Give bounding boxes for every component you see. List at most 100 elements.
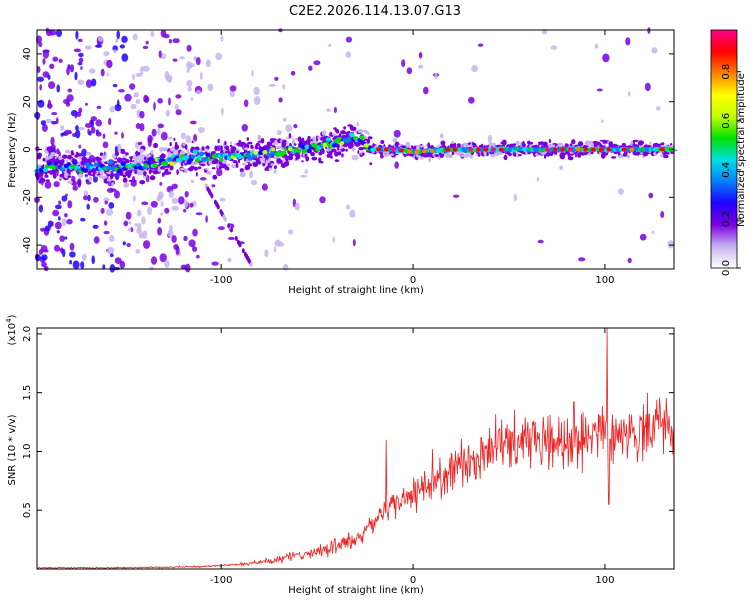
heatmap-ridge-cell (346, 137, 352, 142)
heatmap-ridge-cell (258, 150, 264, 156)
heatmap-noise-cell (282, 263, 289, 271)
heatmap-peak-cell (270, 147, 276, 152)
heatmap-halo-cell (84, 174, 88, 177)
heatmap-halo-cell (529, 141, 534, 145)
heatmap-halo-cell (321, 130, 327, 136)
heatmap-halo-cell (486, 151, 489, 157)
heatmap-halo-cell (42, 157, 46, 162)
heatmap-x-label: Height of straight line (km) (288, 285, 424, 296)
heatmap-halo-cell (369, 162, 373, 166)
heatmap-noise-cell (38, 204, 44, 213)
heatmap-noise-cell (190, 179, 195, 183)
heatmap-noise-cell (137, 141, 143, 146)
heatmap-noise-cell (78, 38, 83, 43)
heatmap-noise-cell (193, 55, 197, 61)
heatmap-noise-cell (168, 190, 174, 198)
heatmap-noise-cell (39, 84, 42, 91)
heatmap-halo-cell (451, 140, 454, 145)
snr-y-tick-label: 0.5 (22, 502, 33, 518)
heatmap-halo-cell (508, 154, 512, 157)
heatmap-peak-cell (483, 147, 489, 152)
heatmap-noise-cell (51, 221, 54, 227)
heatmap-halo-cell (193, 166, 198, 171)
heatmap-halo-cell (331, 148, 337, 153)
heatmap-halo-cell (106, 178, 112, 182)
heatmap-noise-cell (183, 208, 187, 213)
heatmap-noise-cell (288, 229, 293, 235)
heatmap-trace-cell (241, 248, 245, 254)
heatmap-noise-cell (46, 29, 53, 37)
heatmap-halo-cell (257, 134, 262, 141)
heatmap-halo-cell (540, 141, 544, 146)
heatmap-ridge-cell (262, 150, 268, 155)
heatmap-noise-cell (513, 193, 517, 202)
heatmap-halo-cell (277, 159, 283, 164)
heatmap-halo-cell (419, 145, 425, 148)
heatmap-noise-cell (78, 144, 82, 149)
heatmap-noise-cell (114, 190, 120, 199)
heatmap-noise-cell (104, 200, 108, 205)
heatmap-halo-cell (334, 151, 339, 157)
heatmap-halo-cell (205, 168, 209, 171)
heatmap-ridge-cell (192, 149, 198, 154)
heatmap-noise-cell (253, 86, 260, 96)
heatmap-ridge-cell (226, 156, 232, 161)
heatmap-noise-cell (171, 205, 179, 211)
heatmap-noise-cell (164, 260, 170, 268)
heatmap-noise-cell (211, 261, 219, 266)
heatmap-x-tick-label: 100 (595, 275, 614, 286)
heatmap-halo-cell (179, 167, 186, 171)
heatmap-panel: -100 0 100 40 20 0 -20 -40 Height of straight l… (7, 27, 677, 296)
heatmap-noise-cell (135, 249, 141, 254)
heatmap-noise-cell (64, 236, 68, 240)
heatmap-noise-cell (38, 42, 43, 47)
heatmap-halo-cell (123, 182, 130, 188)
heatmap-noise-cell (282, 117, 287, 122)
snr-x-tick-label: 100 (595, 575, 614, 586)
heatmap-noise-cell (656, 106, 661, 111)
heatmap-halo-cell (136, 171, 142, 176)
heatmap-halo-cell (169, 165, 174, 171)
heatmap-halo-cell (390, 153, 394, 156)
heatmap-ridge-cell (199, 151, 205, 157)
heatmap-noise-cell (423, 86, 429, 95)
heatmap-halo-cell (336, 143, 340, 149)
heatmap-halo-cell (281, 139, 288, 146)
heatmap-noise-cell (77, 79, 85, 86)
heatmap-halo-cell (36, 155, 41, 160)
heatmap-noise-cell (125, 211, 132, 220)
heatmap-halo-cell (331, 133, 335, 136)
heatmap-halo-cell (232, 160, 238, 164)
heatmap-halo-cell (112, 173, 115, 177)
heatmap-halo-cell (137, 151, 141, 156)
heatmap-noise-cell (135, 99, 141, 104)
heatmap-noise-cell (171, 235, 177, 243)
heatmap-noise-cell (59, 125, 65, 131)
heatmap-halo-cell (72, 179, 75, 183)
heatmap-halo-cell (99, 152, 104, 157)
heatmap-halo-cell (247, 163, 253, 167)
heatmap-halo-cell (305, 156, 310, 162)
heatmap-noise-cell (77, 62, 83, 66)
heatmap-peak-cell (498, 147, 504, 152)
heatmap-halo-cell (334, 159, 340, 163)
heatmap-halo-cell (131, 179, 137, 183)
heatmap-halo-cell (334, 128, 339, 133)
heatmap-noise-cell (48, 81, 56, 89)
heatmap-noise-cell (42, 58, 46, 65)
heatmap-noise-cell (90, 126, 96, 134)
snr-x-tick-label: 0 (410, 575, 416, 586)
heatmap-halo-cell (124, 159, 130, 164)
heatmap-noise-cell (142, 45, 149, 50)
heatmap-halo-cell (197, 166, 202, 170)
heatmap-noise-cell (54, 244, 60, 252)
heatmap-halo-cell (224, 140, 227, 146)
heatmap-halo-cell (201, 146, 205, 151)
heatmap-noise-cell (207, 83, 214, 92)
heatmap-halo-cell (518, 154, 522, 157)
heatmap-halo-cell (115, 150, 119, 157)
heatmap-halo-cell (193, 140, 196, 144)
heatmap-noise-cell (602, 53, 610, 63)
heatmap-halo-cell (660, 153, 664, 158)
heatmap-halo-cell (231, 164, 238, 169)
